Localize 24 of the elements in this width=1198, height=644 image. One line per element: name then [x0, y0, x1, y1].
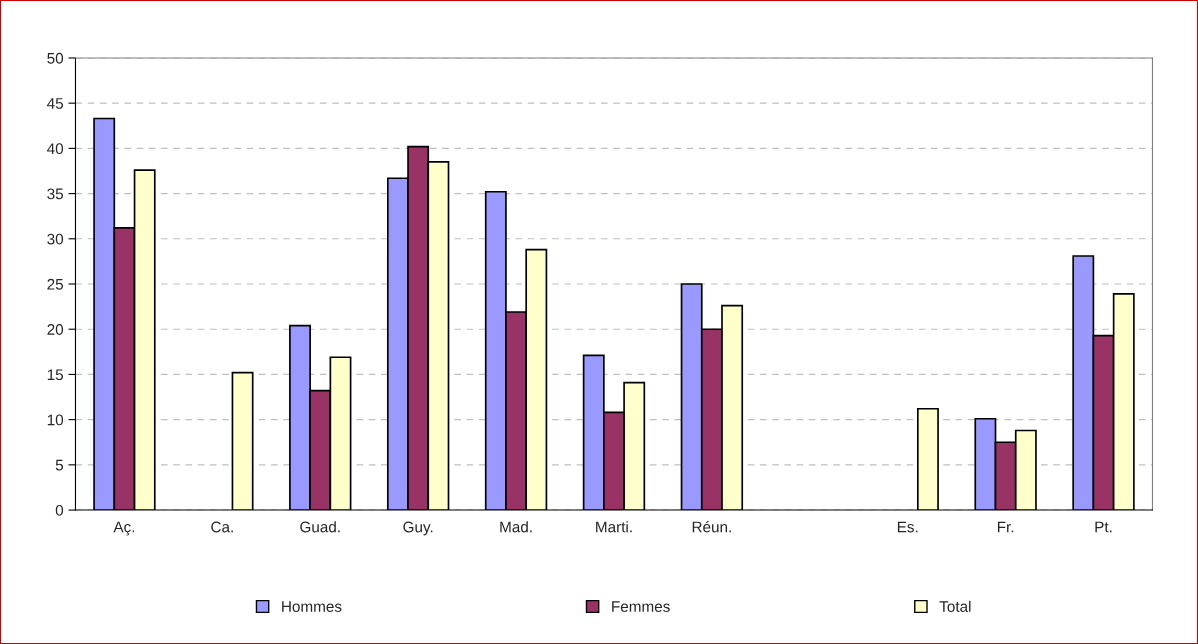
- x-tick-label: Es.: [897, 521, 918, 533]
- x-tick-label: Aç.: [113, 521, 135, 536]
- x-tick-label: Marti.: [596, 521, 632, 533]
- y-tick-label: 15: [47, 369, 64, 381]
- y-tick-label: 20: [47, 324, 64, 335]
- x-tick-label: Guad.: [300, 521, 340, 533]
- legend-label: Total: [939, 600, 971, 612]
- x-tick-label: Pt.: [1095, 521, 1112, 533]
- y-tick-label: 25: [47, 278, 64, 290]
- legend-label: Femmes: [612, 601, 670, 612]
- legend-label: Hommes: [282, 601, 342, 612]
- y-tick-label: 50: [47, 52, 64, 64]
- y-tick-label: 40: [47, 143, 64, 155]
- x-tick-label: Réun.: [692, 520, 731, 533]
- x-tick-label: Fr.: [997, 521, 1014, 533]
- y-tick-label: 5: [55, 459, 64, 471]
- y-tick-label: 35: [47, 188, 64, 200]
- y-tick-label: 10: [47, 414, 64, 426]
- x-tick-label: Ca.: [211, 521, 233, 533]
- y-tick-label: 30: [47, 233, 64, 245]
- y-tick-label: 45: [47, 98, 64, 109]
- x-tick-label: Guy.: [403, 521, 433, 536]
- y-tick-label: 0: [55, 504, 64, 516]
- x-tick-label: Mad.: [500, 521, 532, 533]
